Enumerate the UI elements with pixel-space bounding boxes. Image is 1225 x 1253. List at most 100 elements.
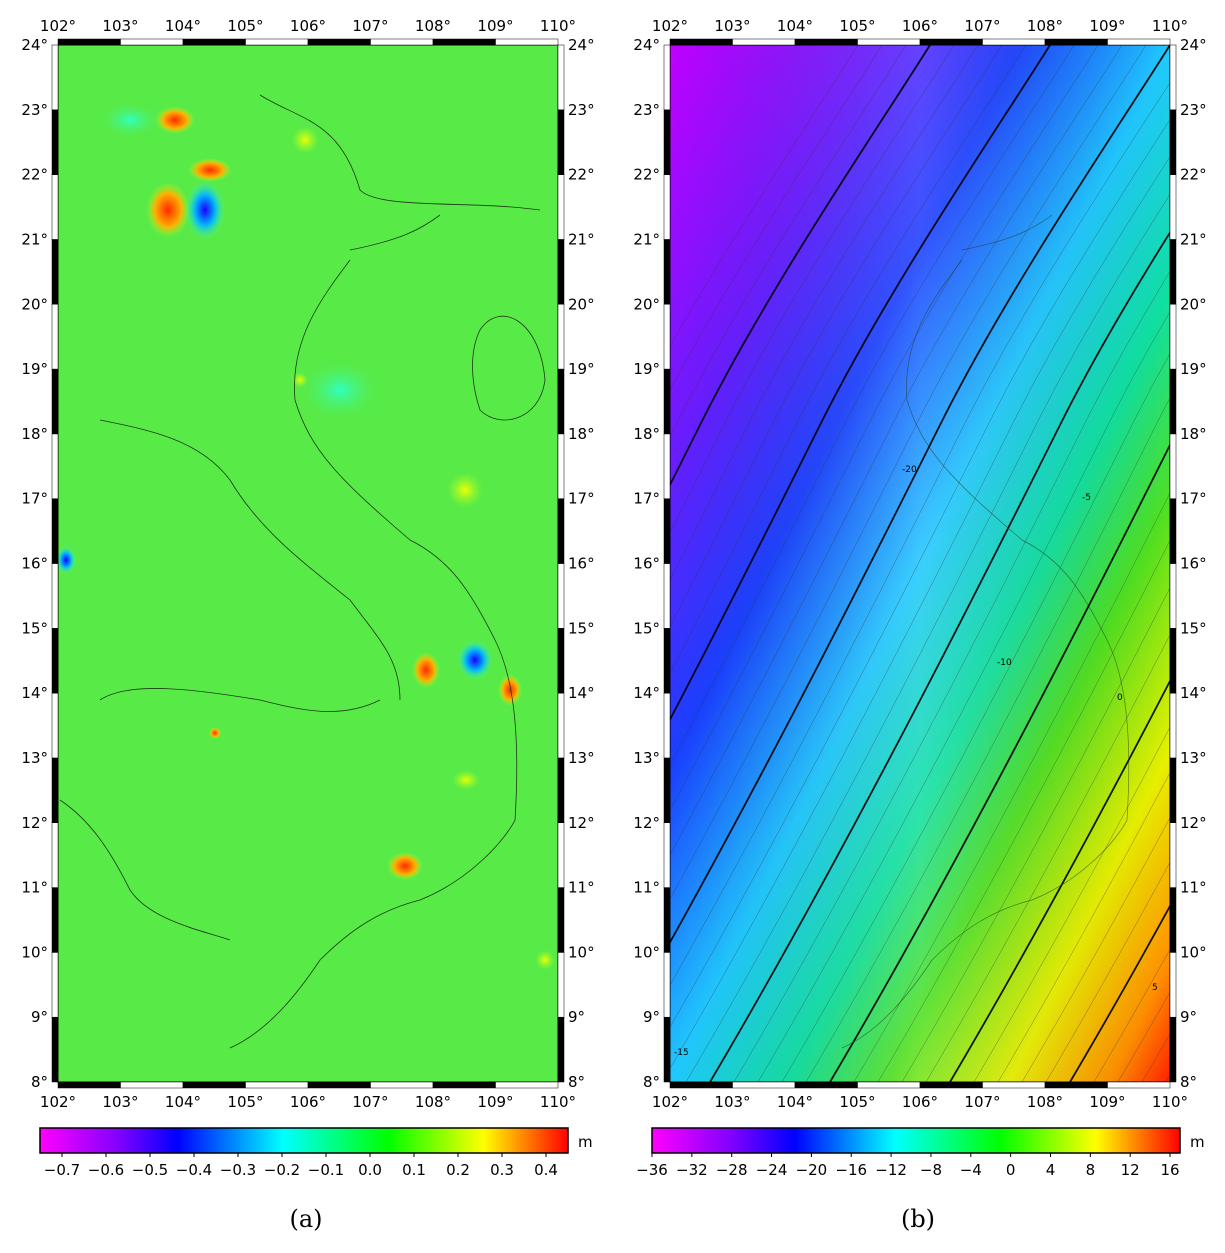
- frame-segment: [1107, 38, 1171, 46]
- contour-label: -10: [997, 658, 1012, 668]
- lat-tick-label-left: 12°: [21, 814, 48, 832]
- lon-tick-label-top: 104°: [165, 17, 201, 35]
- lat-tick-label-left: 13°: [21, 749, 48, 767]
- lon-tick-label-bottom: 109°: [1089, 1093, 1125, 1111]
- contour-line: [670, 45, 1099, 811]
- frame-segment: [51, 174, 59, 240]
- frame-segment: [370, 1081, 434, 1089]
- lat-tick-label-left: 14°: [21, 684, 48, 702]
- lat-tick-label-left: 8°: [643, 1073, 660, 1091]
- lat-tick-label-left: 19°: [21, 360, 48, 378]
- colorbar-ticks-b: −36 −32 −28 −24 −20 −16 −12 −8 −4 0 4 8 12 16: [636, 1153, 1180, 1179]
- contour-line: [949, 679, 1170, 1082]
- lon-tick-label-bottom: 105°: [839, 1093, 875, 1111]
- colorbar-tick-label: −4: [960, 1161, 982, 1179]
- contour-line: [1045, 861, 1170, 1082]
- frame-segment: [663, 304, 671, 370]
- colorbar-tick-label: −0.5: [132, 1161, 168, 1179]
- contour-line: [901, 587, 1170, 1082]
- lat-tick-label-left: 19°: [633, 360, 660, 378]
- lat-tick-label-right: 15°: [1180, 619, 1207, 637]
- frame-segment: [245, 38, 309, 46]
- frame-segment: [120, 1081, 184, 1089]
- lat-tick-label-left: 21°: [21, 230, 48, 248]
- frame-segment: [51, 239, 59, 305]
- contour-label: 0: [1117, 693, 1123, 703]
- contour-line: [757, 311, 1170, 1082]
- frame-segment: [732, 38, 796, 46]
- colorbar-tick-label: 4: [1046, 1161, 1056, 1179]
- frame-segment: [51, 433, 59, 499]
- contour-line: [877, 539, 1170, 1082]
- lon-tick-label-top: 110°: [540, 17, 576, 35]
- lat-tick-label-left: 16°: [633, 555, 660, 573]
- lon-axis-a: 102° 102° 103° 103° 104° 104° 105° 105° 106° 106°…: [40, 17, 576, 1111]
- colorbar-tick-label: 0: [1006, 1161, 1016, 1179]
- lon-tick-label-top: 105°: [839, 17, 875, 35]
- colorbar-tick-label: −24: [756, 1161, 788, 1179]
- lat-tick-label-right: 17°: [568, 490, 595, 508]
- frame-segment: [663, 174, 671, 240]
- contour-line: [853, 492, 1170, 1082]
- frame-segment: [1044, 1081, 1108, 1089]
- lon-tick-label-bottom: 106°: [290, 1093, 326, 1111]
- lon-tick-label-top: 107°: [964, 17, 1000, 35]
- frame-segment: [857, 1081, 921, 1089]
- colorbar-a: [39, 1127, 569, 1154]
- frame-segment: [663, 757, 671, 823]
- coastline-b: [841, 214, 1130, 1049]
- lon-tick-label-top: 103°: [714, 17, 750, 35]
- contour-line: [670, 45, 1027, 674]
- lat-axis-b: 8° 8° 9° 9° 10° 10° 11° 11° 12° 12° 13° 13° 14° 14° 15…: [633, 36, 1206, 1091]
- frame-segment: [557, 239, 565, 305]
- lat-tick-label-left: 9°: [643, 1008, 660, 1026]
- lon-tick-label-bottom: 109°: [477, 1093, 513, 1111]
- lat-tick-label-left: 10°: [633, 943, 660, 961]
- lat-axis-a: 8° 8° 9° 9° 10° 10° 11° 11° 12° 12° 13° 13° 14° 14° 15…: [21, 36, 594, 1091]
- lat-tick-label-left: 23°: [633, 101, 660, 119]
- panel-b: -20 -10 -15 0 -5 5 102° 102° 103° 103° 104° 1…: [612, 0, 1224, 1253]
- frame-segment: [794, 38, 858, 46]
- lat-tick-label-right: 10°: [1180, 943, 1207, 961]
- frame-segment: [51, 304, 59, 370]
- coastline-a: [59, 94, 546, 1049]
- frame-segment: [1169, 368, 1177, 435]
- lon-tick-label-top: 104°: [777, 17, 813, 35]
- lon-tick-label-top: 109°: [1089, 17, 1125, 35]
- colorbar-unit-b: m: [1190, 1133, 1205, 1151]
- contour-line: [670, 82, 1170, 986]
- frame-segment: [1169, 174, 1177, 240]
- frame-segment: [370, 38, 434, 46]
- frame-segment: [51, 1016, 59, 1083]
- frame-segment: [51, 822, 59, 888]
- lat-tick-label-left: 20°: [633, 295, 660, 313]
- colorbar-tick-label: −28: [716, 1161, 748, 1179]
- frame-segment: [1044, 38, 1108, 46]
- contour-line: [670, 45, 907, 438]
- frame-segment: [51, 368, 59, 435]
- frame-segment: [982, 38, 1046, 46]
- frame-segment: [1169, 628, 1177, 694]
- frame-segment: [557, 952, 565, 1018]
- frame-segment: [557, 433, 565, 499]
- lat-tick-label-left: 15°: [21, 619, 48, 637]
- map-frame-b: [663, 38, 1177, 1089]
- frame-segment: [982, 1081, 1046, 1089]
- lon-tick-label-bottom: 108°: [1027, 1093, 1063, 1111]
- lon-tick-label-top: 107°: [352, 17, 388, 35]
- lon-tick-label-top: 103°: [102, 17, 138, 35]
- lat-tick-label-right: 10°: [568, 943, 595, 961]
- contour-line: [733, 271, 1170, 1082]
- colorbar-tick-label: −8: [920, 1161, 942, 1179]
- colorbar-tick-label: −12: [875, 1161, 907, 1179]
- lat-tick-label-right: 8°: [1180, 1073, 1197, 1091]
- colorbar-b: [651, 1127, 1181, 1154]
- lat-tick-label-left: 13°: [633, 749, 660, 767]
- contour-line: [685, 193, 1170, 1082]
- lat-tick-label-right: 16°: [1180, 555, 1207, 573]
- lat-tick-label-right: 21°: [568, 230, 595, 248]
- lat-tick-label-left: 17°: [633, 490, 660, 508]
- lon-tick-label-bottom: 102°: [40, 1093, 76, 1111]
- colorbar-tick-label: 0.1: [402, 1161, 426, 1179]
- frame-segment: [663, 822, 671, 888]
